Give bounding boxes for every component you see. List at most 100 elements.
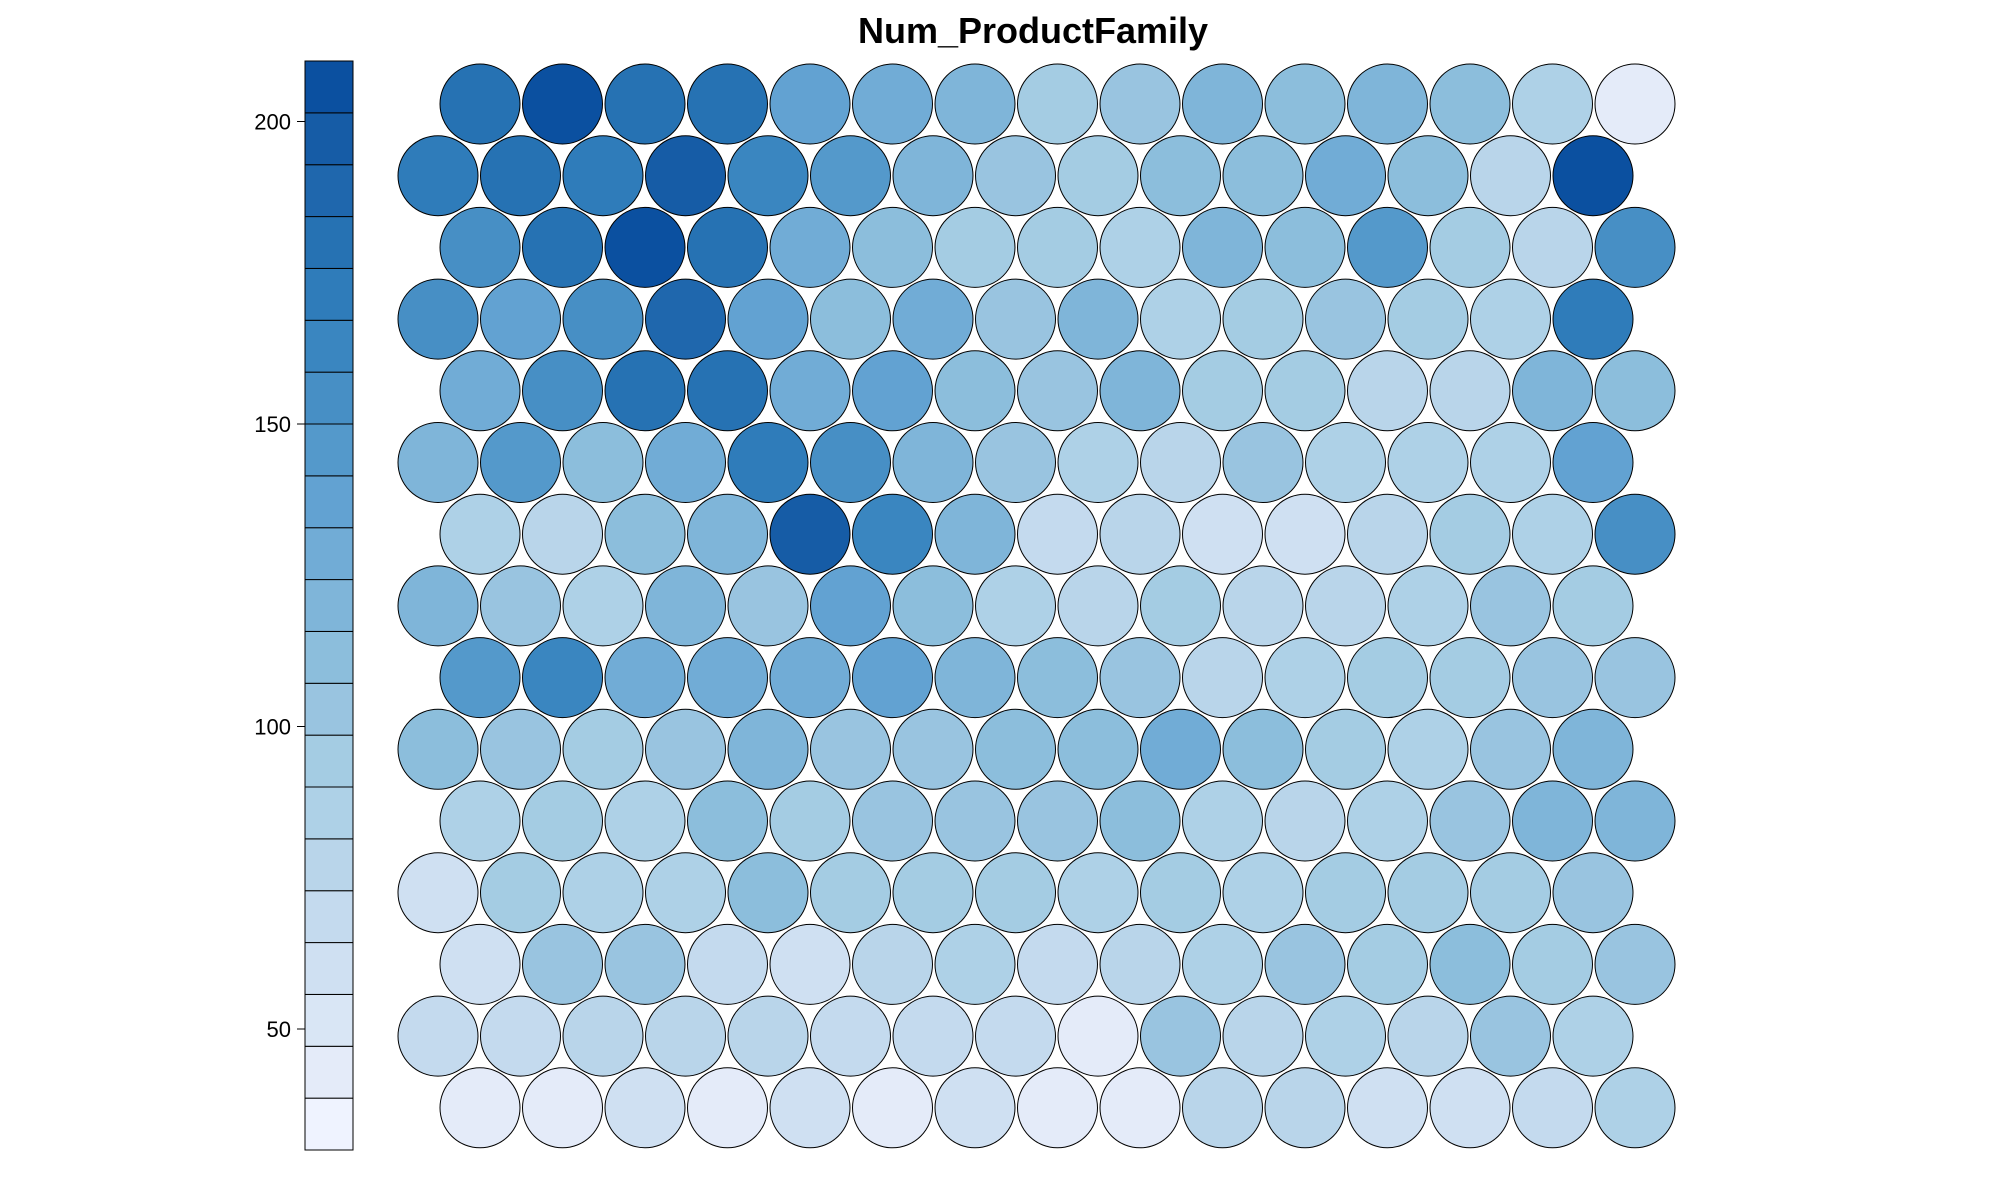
legend-swatch <box>304 942 354 995</box>
heatmap-cell <box>480 135 561 217</box>
heatmap-cell <box>480 708 561 790</box>
heatmap-cell <box>727 995 809 1077</box>
heatmap-cell <box>1552 995 1634 1077</box>
heatmap-cell <box>1347 1067 1428 1149</box>
heatmap-cell <box>1140 995 1221 1077</box>
heatmap-cell <box>769 1067 851 1149</box>
heatmap-cell <box>1552 565 1634 647</box>
heatmap-cell <box>1594 493 1676 575</box>
heatmap-cell <box>522 350 603 432</box>
heatmap-cell <box>1470 278 1551 360</box>
legend-swatch <box>304 630 354 684</box>
heatmap-cell <box>439 637 521 719</box>
heatmap-cell <box>1347 63 1428 145</box>
heatmap-cell <box>1264 206 1346 288</box>
heatmap-cell <box>562 422 644 503</box>
heatmap-cell <box>852 923 933 1005</box>
heatmap-cell <box>1099 206 1181 288</box>
heatmap-cell <box>397 852 479 934</box>
heatmap-cell <box>562 852 644 934</box>
heatmap-cell <box>892 708 974 790</box>
legend-swatch <box>304 734 354 788</box>
heatmap-cell <box>645 995 726 1077</box>
hex-grid <box>397 63 1676 1149</box>
heatmap-cell <box>975 422 1056 503</box>
heatmap-cell <box>892 422 974 503</box>
legend-swatch <box>304 838 354 892</box>
heatmap-cell <box>892 278 974 360</box>
heatmap-cell <box>1512 1067 1593 1149</box>
heatmap-cell <box>810 278 891 360</box>
heatmap-cell <box>1222 135 1304 217</box>
heatmap-cell <box>934 780 1016 862</box>
heatmap-cell <box>852 637 933 719</box>
heatmap-cell <box>480 995 561 1077</box>
heatmap-cell <box>1182 780 1263 862</box>
legend-tick-label: 50 <box>267 1017 291 1042</box>
heatmap-cell <box>397 565 479 647</box>
heatmap-cell <box>769 63 851 145</box>
heatmap-cell <box>1512 350 1593 432</box>
heatmap-cell <box>1140 852 1221 934</box>
heatmap-cell <box>522 637 603 719</box>
legend-swatch <box>304 371 354 425</box>
heatmap-cell <box>1264 350 1346 432</box>
heatmap-cell <box>1099 1067 1181 1149</box>
heatmap-cell <box>1140 278 1221 360</box>
heatmap-cell <box>1222 565 1304 647</box>
heatmap-cell <box>934 206 1016 288</box>
legend-swatch <box>304 527 354 581</box>
legend-tick-label: 150 <box>254 412 291 437</box>
heatmap-cell <box>1099 493 1181 575</box>
heatmap-cell <box>1470 995 1551 1077</box>
heatmap-cell <box>645 708 726 790</box>
heatmap-cell <box>562 708 644 790</box>
heatmap-cell <box>522 63 603 145</box>
chart-title: Num_ProductFamily <box>858 10 1208 51</box>
heatmap-cell <box>522 206 603 288</box>
heatmap-cell <box>562 995 644 1077</box>
heatmap-cell <box>522 923 603 1005</box>
heatmap-cell <box>727 852 809 934</box>
heatmap-cell <box>604 637 686 719</box>
heatmap-cell <box>604 1067 686 1149</box>
heatmap-cell <box>522 780 603 862</box>
heatmap-cell <box>1017 923 1098 1005</box>
heatmap-cell <box>1057 422 1139 503</box>
heatmap-cell <box>1470 852 1551 934</box>
heatmap-cell <box>1264 780 1346 862</box>
heatmap-cell <box>1222 852 1304 934</box>
heatmap-cell <box>1057 278 1139 360</box>
heatmap-cell <box>852 63 933 145</box>
heatmap-cell <box>1594 63 1676 145</box>
heatmap-cell <box>1429 923 1511 1005</box>
heatmap-cell <box>604 206 686 288</box>
heatmap-cell <box>522 1067 603 1149</box>
heatmap-cell <box>769 637 851 719</box>
heatmap-cell <box>810 422 891 503</box>
heatmap-cell <box>1057 135 1139 217</box>
heatmap-cell <box>934 1067 1016 1149</box>
heatmap-cell <box>480 422 561 503</box>
heatmap-cell <box>1470 135 1551 217</box>
heatmap-cell <box>1347 493 1428 575</box>
legend-swatch <box>304 112 354 166</box>
heatmap-cell <box>687 350 768 432</box>
heatmap-cell <box>604 63 686 145</box>
legend-swatch <box>304 423 354 477</box>
heatmap-cell <box>975 278 1056 360</box>
heatmap-cell <box>975 852 1056 934</box>
heatmap-cell <box>975 565 1056 647</box>
heatmap-cell <box>1182 350 1263 432</box>
heatmap-cell <box>852 780 933 862</box>
heatmap-cell <box>727 565 809 647</box>
heatmap-cell <box>810 135 891 217</box>
heatmap-cell <box>1552 708 1634 790</box>
heatmap-cell <box>1057 565 1139 647</box>
heatmap-cell <box>1182 923 1263 1005</box>
heatmap-cell <box>562 278 644 360</box>
heatmap-cell <box>1305 565 1386 647</box>
heatmap-cell <box>975 995 1056 1077</box>
heatmap-cell <box>1594 780 1676 862</box>
heatmap-cell <box>1512 63 1593 145</box>
